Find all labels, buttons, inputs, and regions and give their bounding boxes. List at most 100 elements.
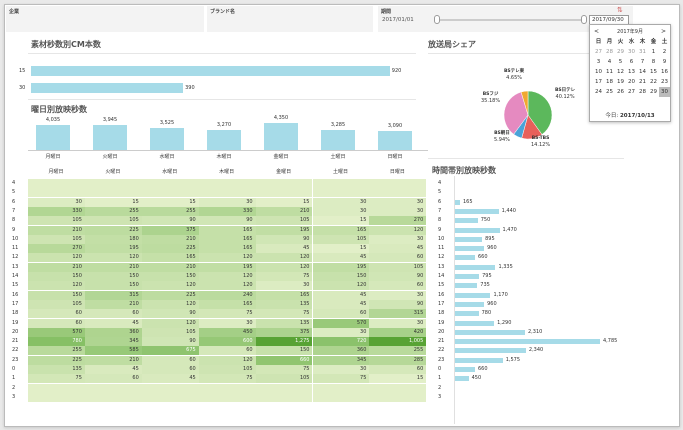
heatmap-cell[interactable]: 30 (312, 197, 370, 207)
calendar-day[interactable]: 24 (595, 89, 602, 95)
heatmap-cell[interactable]: 90 (255, 234, 313, 244)
heatmap-cell[interactable] (141, 188, 199, 198)
heatmap-cell[interactable]: 375 (255, 327, 313, 337)
heatmap-cell[interactable]: 75 (198, 374, 256, 384)
heatmap-cell[interactable]: 270 (369, 216, 427, 226)
heatmap-cell[interactable]: 150 (255, 346, 313, 356)
heatmap-cell[interactable] (312, 392, 370, 402)
heatmap-cell[interactable]: 60 (28, 318, 85, 328)
heatmap-cell[interactable]: 90 (141, 309, 199, 319)
heatmap-cell[interactable]: 60 (84, 374, 142, 384)
heatmap-cell[interactable]: 210 (84, 299, 142, 309)
calendar-day[interactable]: 12 (617, 69, 624, 75)
heatmap-cell[interactable]: 60 (28, 309, 85, 319)
heatmap-cell[interactable]: 30 (369, 197, 427, 207)
hourly-bar[interactable] (455, 283, 478, 289)
heatmap-cell[interactable]: 105 (141, 327, 199, 337)
heatmap-cell[interactable]: 90 (198, 216, 256, 226)
heatmap-cell[interactable]: 60 (141, 365, 199, 374)
heatmap-cell[interactable]: 150 (84, 272, 142, 281)
heatmap-cell[interactable]: 195 (84, 244, 142, 254)
calendar-day[interactable]: 17 (595, 79, 602, 85)
heatmap-cell[interactable]: 720 (312, 337, 370, 347)
heatmap-cell[interactable]: 105 (369, 262, 427, 272)
heatmap-cell[interactable]: 90 (141, 216, 199, 226)
heatmap-cell[interactable]: 585 (84, 346, 142, 356)
hourly-bar[interactable] (455, 208, 499, 214)
heatmap-cell[interactable]: 180 (84, 234, 142, 244)
heatmap-cell[interactable]: 120 (141, 299, 199, 309)
heatmap-cell[interactable]: 210 (84, 355, 142, 365)
calendar-day[interactable]: 18 (606, 79, 613, 85)
heatmap-cell[interactable]: 210 (28, 262, 85, 272)
heatmap-cell[interactable]: 60 (369, 281, 427, 291)
heatmap-cell[interactable]: 210 (141, 262, 199, 272)
heatmap-cell[interactable]: 105 (84, 216, 142, 226)
heatmap-cell[interactable] (84, 188, 142, 198)
heatmap-cell[interactable]: 120 (84, 253, 142, 263)
heatmap-cell[interactable] (141, 383, 199, 393)
heatmap-cell[interactable]: 420 (369, 327, 427, 337)
hourly-bar[interactable] (455, 199, 460, 205)
heatmap-cell[interactable]: 165 (141, 253, 199, 263)
heatmap-cell[interactable]: 360 (312, 346, 370, 356)
heatmap-cell[interactable]: 375 (141, 225, 199, 235)
heatmap-cell[interactable]: 60 (84, 309, 142, 319)
heatmap-cell[interactable]: 30 (312, 206, 370, 216)
heatmap-cell[interactable] (255, 179, 313, 188)
heatmap-cell[interactable] (28, 392, 85, 402)
calendar-day[interactable]: 28 (606, 49, 613, 55)
heatmap-cell[interactable] (198, 392, 256, 402)
heatmap-cell[interactable]: 15 (312, 244, 370, 254)
heatmap-cell[interactable]: 240 (198, 290, 256, 300)
calendar-day[interactable]: 1 (651, 49, 656, 55)
heatmap-cell[interactable]: 30 (369, 234, 427, 244)
calendar-day[interactable]: 28 (639, 89, 646, 95)
heatmap-cell[interactable] (369, 392, 427, 402)
heatmap-cell[interactable]: 30 (369, 206, 427, 216)
heatmap-cell[interactable]: 75 (255, 309, 313, 319)
calendar-day[interactable]: 30 (628, 49, 635, 55)
heatmap-cell[interactable]: 255 (369, 346, 427, 356)
weekday-bar[interactable] (207, 129, 241, 150)
calendar-day[interactable]: 5 (618, 59, 623, 65)
heatmap-cell[interactable]: 30 (312, 327, 370, 337)
heatmap-cell[interactable]: 75 (198, 309, 256, 319)
heatmap-cell[interactable]: 15 (141, 197, 199, 207)
heatmap-cell[interactable]: 210 (84, 262, 142, 272)
heatmap-cell[interactable]: 135 (255, 299, 313, 309)
heatmap-cell[interactable]: 90 (369, 272, 427, 281)
calendar-day[interactable]: 13 (628, 69, 635, 75)
heatmap-cell[interactable]: 15 (369, 374, 427, 384)
heatmap-cell[interactable]: 60 (141, 355, 199, 365)
heatmap-cell[interactable]: 165 (198, 234, 256, 244)
heatmap-cell[interactable]: 105 (28, 299, 85, 309)
heatmap-cell[interactable]: 30 (198, 197, 256, 207)
heatmap-cell[interactable] (141, 392, 199, 402)
heatmap-cell[interactable]: 30 (28, 197, 85, 207)
heatmap-cell[interactable]: 210 (28, 225, 85, 235)
heatmap-cell[interactable]: 450 (198, 327, 256, 337)
heatmap-cell[interactable]: 105 (255, 374, 313, 384)
heatmap-cell[interactable] (141, 179, 199, 188)
heatmap-cell[interactable] (312, 383, 370, 393)
calendar-day[interactable]: 23 (661, 79, 668, 85)
heatmap-cell[interactable]: 150 (141, 272, 199, 281)
heatmap-cell[interactable]: 75 (255, 365, 313, 374)
heatmap-cell[interactable]: 105 (28, 234, 85, 244)
heatmap-cell[interactable]: 270 (28, 244, 85, 254)
heatmap-cell[interactable] (255, 392, 313, 402)
heatmap-cell[interactable]: 150 (28, 290, 85, 300)
heatmap-cell[interactable]: 165 (312, 225, 370, 235)
heatmap-cell[interactable]: 60 (369, 253, 427, 263)
hourly-bar[interactable] (455, 320, 495, 326)
pie-slice[interactable] (527, 90, 553, 135)
hourly-bar[interactable] (455, 357, 503, 363)
heatmap-cell[interactable]: 165 (198, 299, 256, 309)
heatmap-cell[interactable]: 345 (312, 355, 370, 365)
hourly-bar[interactable] (455, 339, 600, 345)
weekday-bar[interactable] (36, 124, 70, 150)
calendar-today[interactable]: 今日: 2017/10/13 (590, 111, 670, 119)
heatmap-cell[interactable]: 15 (312, 216, 370, 226)
heatmap-cell[interactable]: 210 (141, 234, 199, 244)
